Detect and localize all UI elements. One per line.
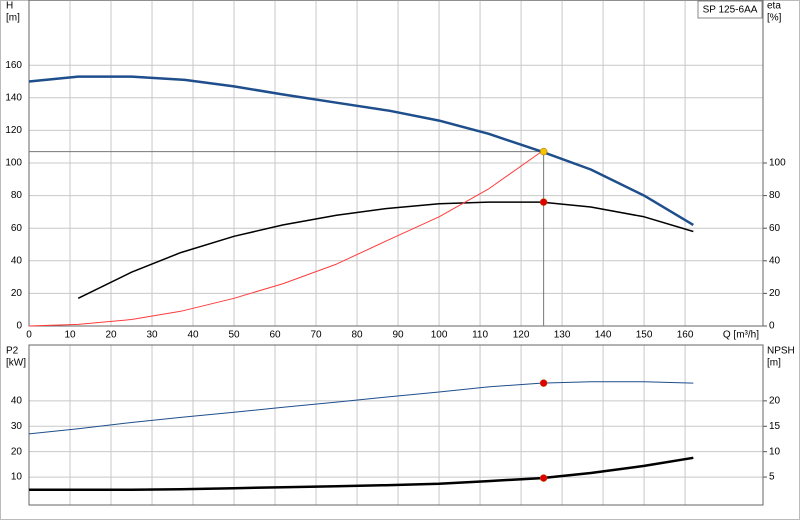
x-tick-label: 0 — [26, 330, 32, 341]
curve — [28, 75, 694, 226]
y-axis-unit: [kW] — [6, 358, 26, 369]
y-tick-label: 140 — [5, 92, 22, 103]
x-tick-label: 60 — [269, 330, 281, 341]
y-tick-label: 30 — [11, 421, 23, 432]
duty-point — [539, 198, 548, 206]
y-axis-unit: [m] — [6, 13, 20, 24]
x-axis-label: Q [m³/h] — [723, 330, 759, 341]
curve — [28, 151, 542, 327]
plot-frame — [28, 344, 764, 506]
x-tick-label: 130 — [554, 330, 571, 341]
x-tick-label: 90 — [392, 330, 404, 341]
y2-tick-label: 5 — [769, 472, 775, 483]
y-tick-label: 20 — [11, 446, 23, 457]
curve — [29, 456, 694, 492]
x-tick-label: 140 — [595, 330, 612, 341]
x-tick-label: 40 — [187, 330, 199, 341]
y2-axis-label: NPSH — [767, 346, 795, 357]
duty-point — [539, 379, 548, 387]
x-tick-label: 120 — [513, 330, 530, 341]
y-tick-label: 40 — [11, 396, 23, 407]
x-tick-label: 10 — [64, 330, 76, 341]
x-tick-label: 100 — [431, 330, 448, 341]
y-tick-label: 40 — [11, 255, 23, 266]
duty-point — [539, 147, 548, 156]
y2-tick-label: 40 — [769, 255, 781, 266]
x-tick-label: 50 — [228, 330, 240, 341]
x-tick-label: 110 — [472, 330, 488, 341]
y2-tick-label: 60 — [769, 223, 781, 234]
curve — [77, 201, 694, 299]
y2-tick-label: 15 — [769, 421, 781, 432]
plot-frame — [28, 0, 764, 327]
y2-axis-unit: [%] — [767, 13, 782, 24]
y-tick-label: 60 — [11, 223, 23, 234]
x-tick-label: 30 — [146, 330, 158, 341]
y-tick-label: 160 — [5, 60, 22, 71]
y-tick-label: 20 — [11, 288, 23, 299]
y2-axis-unit: [m] — [767, 358, 781, 369]
y-tick-label: 120 — [5, 125, 22, 136]
y-tick-label: 80 — [11, 190, 23, 201]
y2-tick-label: 10 — [769, 446, 781, 457]
y2-tick-label: 20 — [769, 288, 781, 299]
y2-tick-label: 100 — [769, 158, 786, 169]
x-tick-label: 80 — [351, 330, 363, 341]
annotation-box — [697, 0, 763, 19]
y2-tick-label: 80 — [769, 190, 781, 201]
y2-axis-label: eta — [767, 1, 781, 12]
annotation: SP 125-6AA — [703, 5, 758, 16]
y-tick-label: 100 — [5, 158, 22, 169]
x-tick-label: 150 — [636, 330, 653, 341]
curve — [28, 381, 694, 435]
duty-point — [539, 474, 548, 482]
y-axis-label: H — [6, 1, 13, 12]
x-tick-label: 160 — [677, 330, 694, 341]
y-tick-label: 10 — [11, 472, 23, 483]
y-tick-label: 0 — [16, 321, 22, 332]
y2-tick-label: 20 — [769, 396, 781, 407]
y-axis-label: P2 — [6, 346, 19, 357]
y2-tick-label: 0 — [769, 321, 775, 332]
x-tick-label: 70 — [310, 330, 322, 341]
x-tick-label: 20 — [105, 330, 117, 341]
